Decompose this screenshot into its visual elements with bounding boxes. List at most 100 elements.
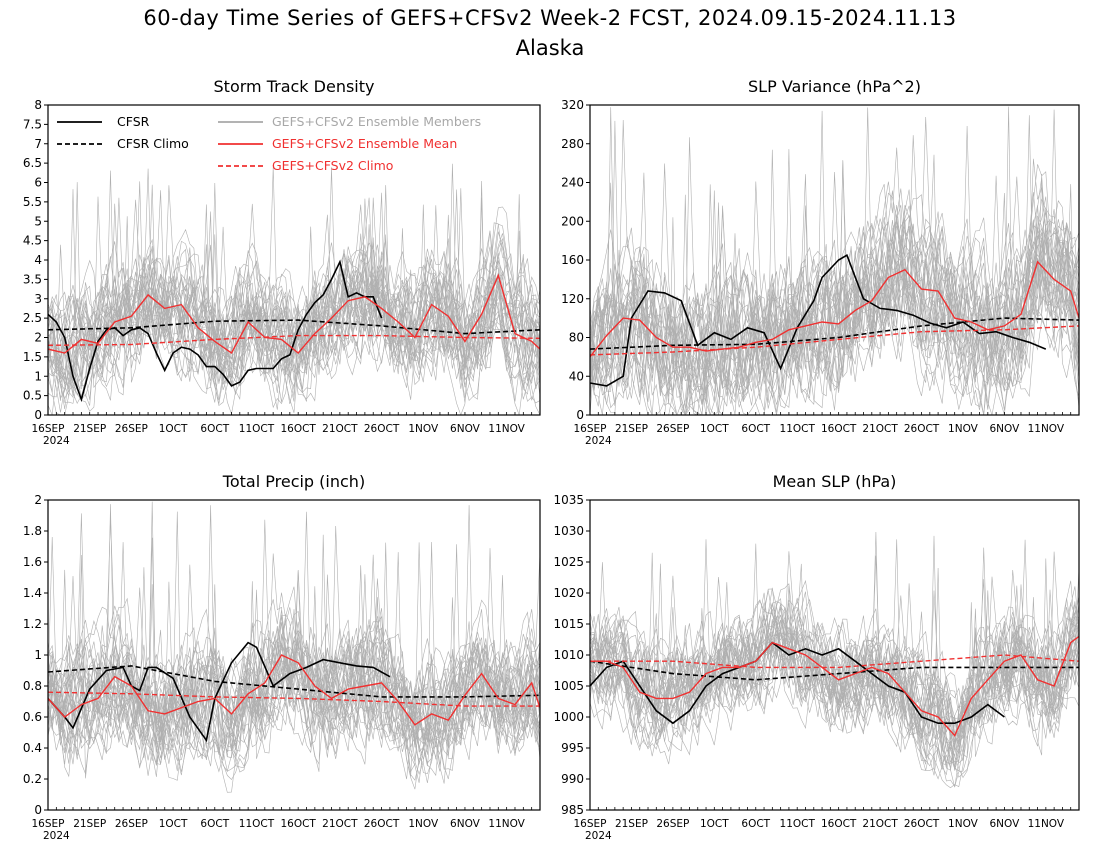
y-tick-label: 5 bbox=[34, 214, 42, 228]
x-tick-year: 2024 bbox=[585, 830, 612, 842]
x-tick-label: 1NOV bbox=[948, 423, 979, 435]
ensemble-member-line bbox=[48, 542, 540, 783]
x-tick-year: 2024 bbox=[43, 830, 70, 842]
x-tick-label: 26SEP bbox=[656, 423, 689, 435]
y-tick-label: 7 bbox=[34, 137, 42, 151]
panel-title: Mean SLP (hPa) bbox=[773, 472, 897, 491]
ensemble-member-line bbox=[48, 170, 540, 404]
ensemble-member-line bbox=[590, 222, 1079, 415]
x-tick-label: 1NOV bbox=[408, 423, 439, 435]
legend-label: GEFS+CFSv2 Ensemble Mean bbox=[272, 136, 457, 151]
x-tick-label: 11OCT bbox=[780, 423, 816, 435]
y-tick-label: 0.2 bbox=[23, 772, 42, 786]
page-subtitle: Alaska bbox=[515, 36, 585, 60]
y-tick-label: 1020 bbox=[553, 586, 584, 600]
legend: CFSR CFSR Climo GEFS+CFSv2 Ensemble Member… bbox=[57, 114, 481, 173]
plot-area bbox=[590, 531, 1079, 789]
panel-title: Total Precip (inch) bbox=[222, 472, 365, 491]
x-tick-label: 16SEP bbox=[32, 818, 65, 830]
x-tick-label: 16OCT bbox=[821, 818, 857, 830]
ensemble-member-line bbox=[590, 149, 1079, 415]
x-tick-label: 6NOV bbox=[450, 818, 481, 830]
chart-panel-3: Total Precip (inch) 0 0.2 0.4 0.6 0.8 1 1.2 1.4 1… bbox=[23, 472, 541, 842]
ensemble-members bbox=[48, 163, 540, 415]
ensemble-member-line bbox=[590, 539, 1079, 729]
series-line-model_climo bbox=[590, 325, 1079, 356]
ensemble-member-line bbox=[48, 537, 540, 767]
y-tick-label: 1.4 bbox=[23, 586, 42, 600]
ensemble-member-line bbox=[48, 505, 540, 777]
y-tick-label: 1.5 bbox=[23, 350, 42, 364]
chart-panel-2: SLP Variance (hPa^2) 0 40 80 120 160 200 240 280… bbox=[561, 77, 1080, 447]
chart-panel-4: Mean SLP (hPa) 985 990 995 1000 1005 1010 1015 1… bbox=[553, 472, 1080, 842]
x-tick-label: 21OCT bbox=[322, 423, 358, 435]
x-tick-label: 21OCT bbox=[862, 423, 898, 435]
x-tick-year: 2024 bbox=[585, 435, 612, 447]
y-tick-label: 985 bbox=[561, 803, 584, 817]
x-tick-label: 26OCT bbox=[904, 818, 940, 830]
y-tick-label: 240 bbox=[561, 176, 584, 190]
x-tick-label: 26SEP bbox=[115, 818, 148, 830]
series-line-cfsr_climo bbox=[590, 660, 1079, 681]
x-tick-label: 26OCT bbox=[364, 818, 400, 830]
x-tick-label: 26SEP bbox=[656, 818, 689, 830]
ensemble-member-line bbox=[590, 107, 1079, 415]
y-tick-label: 1.8 bbox=[23, 524, 42, 538]
y-tick-label: 1025 bbox=[553, 555, 584, 569]
y-tick-label: 4.5 bbox=[23, 234, 42, 248]
ensemble-member-line bbox=[590, 215, 1079, 411]
ensemble-member-line bbox=[590, 607, 1079, 738]
y-tick-label: 280 bbox=[561, 137, 584, 151]
y-tick-label: 120 bbox=[561, 292, 584, 306]
y-tick-label: 80 bbox=[569, 331, 584, 345]
series-line-ensmean bbox=[48, 654, 540, 726]
plot-area bbox=[48, 163, 540, 415]
y-tick-label: 0.5 bbox=[23, 389, 42, 403]
ensemble-members bbox=[590, 531, 1079, 789]
ensemble-member-line bbox=[590, 147, 1079, 415]
x-tick-label: 21SEP bbox=[73, 423, 106, 435]
legend-label: GEFS+CFSv2 Ensemble Members bbox=[272, 114, 481, 129]
y-tick-label: 6 bbox=[34, 176, 42, 190]
y-tick-label: 990 bbox=[561, 772, 584, 786]
x-tick-label: 1OCT bbox=[700, 423, 729, 435]
x-tick-label: 6OCT bbox=[741, 818, 770, 830]
x-tick-label: 11OCT bbox=[239, 818, 275, 830]
ensemble-member-line bbox=[590, 160, 1079, 400]
series-line-model_climo bbox=[48, 334, 540, 346]
x-tick-label: 6NOV bbox=[450, 423, 481, 435]
x-tick-label: 11OCT bbox=[239, 423, 275, 435]
y-tick-label: 5.5 bbox=[23, 195, 42, 209]
x-tick-label: 16SEP bbox=[574, 423, 607, 435]
series-line-model_climo bbox=[590, 654, 1079, 669]
x-tick-label: 11OCT bbox=[780, 818, 816, 830]
ensemble-member-line bbox=[590, 252, 1079, 410]
y-tick-label: 1.6 bbox=[23, 555, 42, 569]
ensemble-member-line bbox=[590, 567, 1079, 769]
x-tick-label: 16SEP bbox=[574, 818, 607, 830]
y-tick-label: 3.5 bbox=[23, 272, 42, 286]
ensemble-member-line bbox=[590, 205, 1079, 415]
x-tick-label: 11NOV bbox=[1028, 423, 1065, 435]
plot-area bbox=[590, 106, 1079, 415]
y-tick-label: 2 bbox=[34, 331, 42, 345]
y-tick-label: 1005 bbox=[553, 679, 584, 693]
y-tick-label: 1010 bbox=[553, 648, 584, 662]
x-tick-year: 2024 bbox=[43, 435, 70, 447]
plot-area bbox=[48, 501, 540, 793]
ensemble-member-line bbox=[48, 249, 540, 403]
ensemble-member-line bbox=[590, 163, 1079, 394]
ensemble-members bbox=[590, 106, 1079, 415]
ensemble-member-line bbox=[48, 536, 540, 793]
x-tick-label: 21SEP bbox=[615, 423, 648, 435]
y-tick-label: 1.2 bbox=[23, 617, 42, 631]
y-tick-label: 160 bbox=[561, 253, 584, 267]
ensemble-member-line bbox=[48, 226, 540, 386]
x-tick-label: 6OCT bbox=[200, 818, 229, 830]
ensemble-member-line bbox=[48, 575, 540, 760]
page-title: 60-day Time Series of GEFS+CFSv2 Week-2 … bbox=[143, 6, 957, 30]
ensemble-member-line bbox=[48, 224, 540, 410]
chart-panel-1: Storm Track Density 0 0.5 1 1.5 2 2.5 3 3.5 4 4.5 5… bbox=[23, 77, 541, 447]
y-tick-label: 4 bbox=[34, 253, 42, 267]
